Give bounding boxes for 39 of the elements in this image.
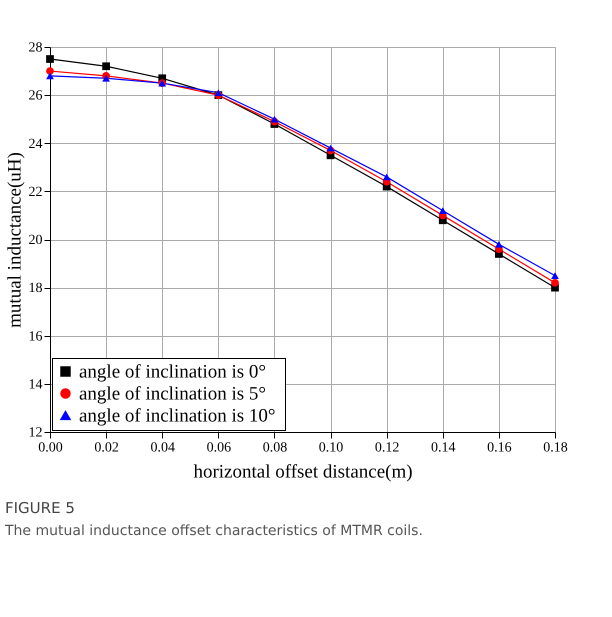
point (46, 55, 54, 63)
y-tick-label: 14 (28, 377, 42, 392)
y-tick-label: 16 (28, 329, 42, 344)
x-tick-label: 0.04 (150, 440, 175, 456)
text: The mutual inductance offset characteristics of MTMR coils. (4, 523, 423, 539)
x-axis-title: horizontal offset distance(m) (193, 462, 413, 482)
x-tick-label: 0.18 (543, 440, 568, 456)
y-axis-title: mutual inductance(uH) (4, 152, 26, 328)
x-tick-label: 0.16 (487, 440, 512, 456)
y-tick-label: 20 (28, 233, 42, 248)
point (326, 144, 334, 152)
point (551, 278, 559, 287)
y-tick-label: 18 (28, 281, 42, 296)
point (102, 62, 110, 70)
x-tick-label: 0.00 (38, 440, 63, 456)
legend-label: angle of inclination is 10° (79, 406, 276, 426)
x-tick-label: 0.06 (206, 440, 232, 456)
x-tick-label: 0.14 (431, 440, 456, 456)
point (495, 240, 503, 248)
x-tick-label: 0.02 (94, 440, 119, 456)
point (102, 74, 110, 82)
y-tick-label: 26 (28, 88, 42, 104)
point (46, 72, 54, 80)
y-tick-label: 28 (28, 40, 42, 56)
x-tick-label: 0.12 (374, 440, 400, 456)
caption: FIGURE 5 (5, 499, 75, 517)
y-tick-label: 12 (28, 426, 42, 440)
legend-label: angle of inclination is 0° (79, 362, 266, 382)
legend-label: angle of inclination is 5° (79, 384, 266, 404)
point (382, 174, 391, 180)
point (551, 272, 559, 279)
y-tick-label: 24 (28, 136, 42, 152)
x-tick-label: 0.10 (318, 440, 344, 456)
x-tick-label: 0.08 (262, 440, 288, 456)
y-tick-label: 22 (28, 184, 42, 200)
point (46, 67, 54, 75)
point (270, 116, 278, 123)
point (438, 207, 447, 214)
point (214, 89, 222, 96)
